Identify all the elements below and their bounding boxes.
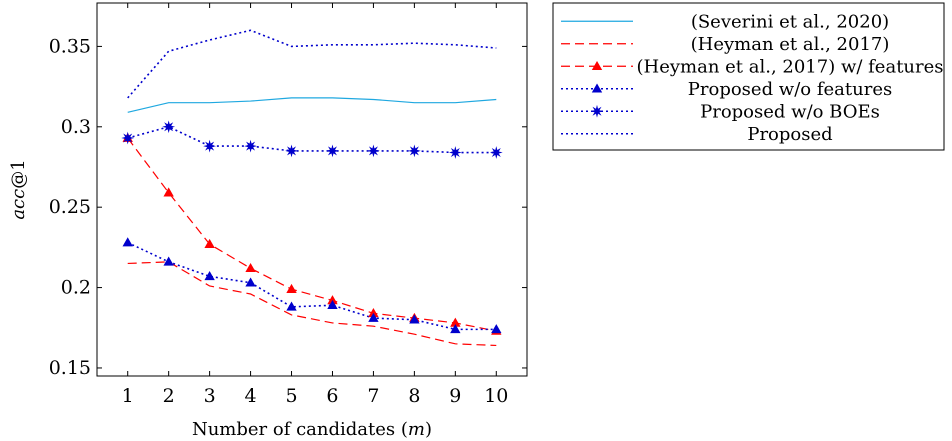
y-tick-label: 0.15 [49,357,91,379]
x-tick-label: 4 [245,385,257,407]
legend-label: Proposed [747,124,832,145]
legend-entry: (Heyman et al., 2017) w/ features [561,56,944,77]
legend-label: (Heyman et al., 2017) w/ features [636,56,943,77]
legend-box [552,2,945,151]
x-tick-label: 8 [408,385,420,407]
legend-label: Proposed w/o features [688,79,892,100]
series-4-point [327,299,338,310]
legend-entry: Proposed w/o BOEs [561,101,880,122]
series-line-4 [127,241,497,331]
legend-entry: (Severini et al., 2020) [561,11,889,32]
legend-entry: (Heyman et al., 2017) [561,34,889,55]
series-5-point [367,144,380,158]
x-tick-label: 9 [449,385,461,407]
y-axis-title: acc@1 [8,159,29,219]
x-tick-label: 7 [367,385,379,407]
x-tick-label: 2 [163,385,175,407]
series-3-point [204,238,215,248]
x-tick-label: 6 [326,385,338,407]
x-tick-label: 1 [122,385,134,407]
series-line-1 [127,97,497,113]
legend-swatch-marker [591,83,603,93]
y-tick-label: 0.25 [49,196,91,218]
series-4-point [163,256,174,266]
series-3-point [245,262,256,273]
series-5-point [121,131,135,145]
series-line-2 [127,261,497,347]
legend-entry: Proposed w/o features [561,79,892,100]
series-5-point [203,139,216,153]
series-4-point [491,324,502,334]
series-3-point [286,283,297,293]
series-line-3 [127,137,497,332]
x-axis-title: Number of candidates (m) [192,419,432,440]
x-tick-label: 10 [484,385,508,407]
series-4-point [450,324,461,334]
plot-area-frame [96,2,528,377]
series-3-point [163,187,174,197]
legend-entry: Proposed [561,124,833,145]
series-4-point [368,312,379,322]
series-line-5 [127,125,497,154]
x-tick-label: 5 [285,385,297,407]
series-5-point [162,120,176,134]
series-lines [127,29,497,347]
y-tick-label: 0.3 [61,116,91,138]
series-4-point [122,237,133,247]
series-markers [121,120,503,335]
series-5-point [285,144,298,158]
legend-label: Proposed w/o BOEs [700,101,880,122]
series-5-point [408,144,421,158]
legend-swatch-marker [590,104,604,118]
x-axis-ticks: 1 2 3 4 5 6 7 8 9 10 [122,3,508,407]
series-5-point [448,146,462,159]
series-line-6 [127,29,497,99]
legend-label: (Severini et al., 2020) [691,11,889,32]
series-4-point [286,301,297,311]
series-5-point [326,144,339,158]
series-4-point [409,314,420,324]
y-tick-label: 0.35 [49,35,91,57]
legend: (Severini et al., 2020)(Heyman et al., 2… [552,2,945,151]
legend-label: (Heyman et al., 2017) [691,34,890,55]
y-tick-label: 0.2 [61,277,91,299]
series-5-point [244,139,257,153]
series-4-point [204,271,215,281]
y-axis-ticks: 0.15 0.2 0.25 0.3 0.35 [49,35,527,379]
legend-swatch-marker [591,60,603,71]
series-5-point [489,146,503,159]
x-tick-label: 3 [204,385,216,407]
series-4-point [245,277,256,287]
